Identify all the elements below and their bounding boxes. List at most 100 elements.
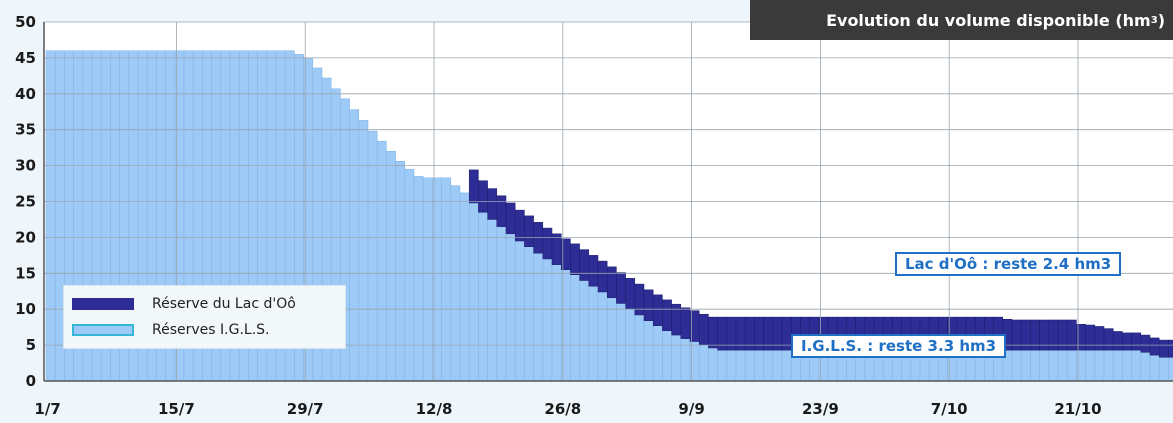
bar-igls bbox=[671, 334, 682, 382]
bar-igls bbox=[1149, 354, 1160, 382]
bar-lac bbox=[1122, 332, 1132, 351]
bar-lac bbox=[616, 272, 626, 304]
bar-lac bbox=[524, 215, 534, 247]
bar-lac bbox=[1020, 319, 1031, 351]
chart-title-text: Evolution du volume disponible (hm bbox=[826, 10, 1151, 30]
bar-igls bbox=[588, 285, 599, 382]
bar-igls bbox=[487, 219, 498, 382]
bar-igls bbox=[1039, 349, 1050, 382]
bar-igls bbox=[1011, 349, 1022, 382]
bar-lac bbox=[1149, 337, 1160, 356]
bar-igls bbox=[542, 258, 553, 382]
bar-igls bbox=[634, 314, 645, 382]
bar-igls bbox=[1048, 349, 1059, 382]
bar-lac bbox=[606, 266, 617, 298]
x-tick-label: 9/9 bbox=[678, 400, 704, 418]
bar-lac bbox=[514, 209, 525, 242]
y-tick-label: 30 bbox=[15, 157, 36, 175]
bar-igls bbox=[1057, 349, 1068, 382]
bar-igls bbox=[1103, 349, 1114, 382]
bar-lac bbox=[1066, 319, 1077, 351]
legend-swatch-lac bbox=[72, 298, 134, 310]
chart-title: Evolution du volume disponible (hm 3) bbox=[750, 0, 1173, 40]
bar-igls bbox=[662, 330, 672, 382]
y-tick-label: 0 bbox=[26, 372, 36, 390]
chart-title-close: ) bbox=[1157, 10, 1165, 30]
bar-lac bbox=[652, 294, 663, 326]
bar-igls bbox=[1112, 349, 1123, 382]
y-tick-label: 45 bbox=[15, 49, 36, 67]
bar-lac bbox=[1158, 339, 1169, 358]
y-tick-label: 15 bbox=[15, 264, 36, 282]
bar-igls bbox=[735, 349, 746, 382]
bar-igls bbox=[367, 130, 378, 382]
bar-igls bbox=[744, 349, 755, 382]
bar-lac bbox=[496, 195, 507, 227]
bar-lac bbox=[487, 188, 498, 220]
bar-lac bbox=[597, 260, 608, 293]
bar-lac bbox=[708, 316, 718, 349]
bar-lac bbox=[478, 180, 488, 213]
x-tick-label: 7/10 bbox=[931, 400, 968, 418]
bar-lac bbox=[505, 202, 516, 235]
bar-igls bbox=[551, 264, 562, 382]
x-tick-label: 12/8 bbox=[416, 400, 453, 418]
bar-igls bbox=[404, 168, 415, 382]
y-axis-ticks: 0 5 10 15 20 25 30 35 40 45 50 bbox=[15, 13, 36, 390]
bar-lac bbox=[1131, 332, 1142, 351]
bar-lac bbox=[551, 233, 562, 265]
x-axis-ticks: 1/7 15/7 29/7 12/8 26/8 9/9 23/9 7/10 21/10 bbox=[34, 400, 1101, 418]
bar-igls bbox=[597, 291, 608, 382]
bar-lac bbox=[1103, 328, 1114, 351]
bar-lac bbox=[698, 313, 709, 346]
bar-igls bbox=[763, 349, 774, 382]
x-tick-label: 1/7 bbox=[34, 400, 60, 418]
bar-igls bbox=[1020, 349, 1031, 382]
bar-igls bbox=[708, 347, 718, 382]
y-tick-label: 10 bbox=[15, 300, 36, 318]
bar-igls bbox=[754, 349, 764, 382]
bar-igls bbox=[413, 176, 424, 382]
y-tick-label: 25 bbox=[15, 193, 36, 211]
legend-label-lac: Réserve du Lac d'Oô bbox=[152, 296, 296, 312]
bar-igls bbox=[459, 192, 470, 382]
y-tick-label: 20 bbox=[15, 228, 36, 246]
bar-igls bbox=[717, 349, 728, 382]
bar-lac bbox=[1085, 324, 1096, 351]
bar-lac bbox=[1168, 339, 1173, 358]
bar-igls bbox=[358, 120, 369, 382]
bar-igls bbox=[1158, 357, 1169, 382]
legend-label-igls: Réserves I.G.L.S. bbox=[152, 322, 270, 338]
bar-igls bbox=[514, 240, 525, 382]
bar-lac bbox=[542, 227, 553, 260]
bar-igls bbox=[1094, 349, 1105, 382]
bar-lac bbox=[643, 289, 654, 321]
bar-igls bbox=[1122, 349, 1132, 382]
bar-lac bbox=[1094, 326, 1105, 351]
bar-lac bbox=[680, 307, 691, 339]
legend-item-igls: Réserves I.G.L.S. bbox=[72, 322, 269, 338]
bar-lac bbox=[1030, 319, 1040, 351]
annotation-lac-remaining: Lac d'Oô : reste 2.4 hm3 bbox=[895, 252, 1122, 276]
legend-swatch-igls bbox=[72, 324, 134, 336]
bar-igls bbox=[422, 177, 433, 382]
x-tick-label: 26/8 bbox=[544, 400, 581, 418]
bar-igls bbox=[1085, 349, 1096, 382]
bar-igls bbox=[1066, 349, 1077, 382]
bar-lac bbox=[625, 278, 636, 310]
bar-igls bbox=[616, 303, 626, 382]
bar-lac bbox=[1039, 319, 1050, 351]
bar-lac bbox=[579, 249, 590, 281]
x-tick-label: 21/10 bbox=[1054, 400, 1101, 418]
bar-lac bbox=[662, 299, 672, 331]
chart-title-superscript: 3 bbox=[1150, 14, 1158, 26]
bar-igls bbox=[386, 150, 396, 382]
bar-igls bbox=[1131, 349, 1142, 382]
bar-igls bbox=[533, 252, 544, 382]
bar-igls bbox=[450, 185, 461, 382]
y-tick-label: 5 bbox=[26, 336, 36, 354]
bar-igls bbox=[45, 50, 56, 382]
bar-lac bbox=[1048, 319, 1059, 351]
